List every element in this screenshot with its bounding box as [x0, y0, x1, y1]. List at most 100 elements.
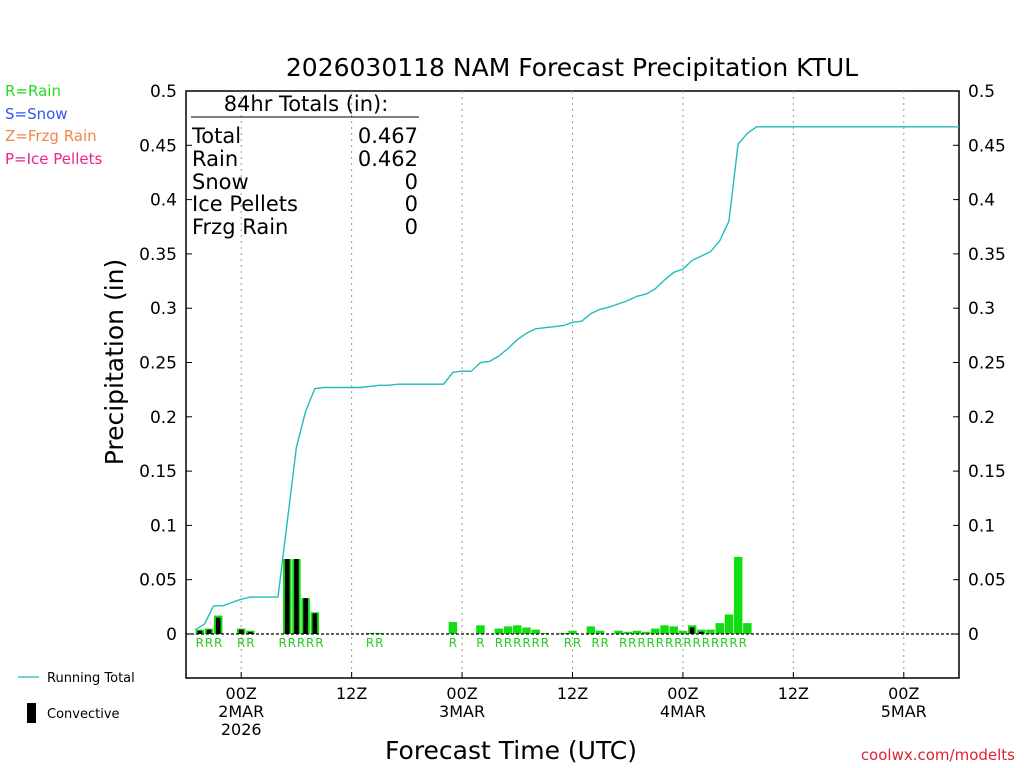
y-tick-label-right: 0.15 — [968, 462, 1006, 482]
legend-snow: S=Snow — [5, 105, 68, 123]
convective-bar — [284, 559, 290, 634]
y-tick-label-left: 0.35 — [139, 245, 177, 265]
y-tick-label-left: 0.3 — [150, 299, 177, 319]
precip-type-letter: R — [720, 636, 728, 650]
y-tick-label-left: 0.1 — [150, 516, 177, 536]
y-tick-label-left: 0.25 — [139, 354, 177, 374]
y-tick-label-left: 0.15 — [139, 462, 177, 482]
precip-type-letter: R — [196, 636, 204, 650]
precip-bar — [632, 630, 642, 634]
precip-type-letter: R — [237, 636, 245, 650]
y-tick-label-left: 0.5 — [150, 82, 177, 102]
x-tick-label: 00Z — [446, 684, 477, 703]
precip-type-letter: R — [739, 636, 747, 650]
totals-label-ice-pellets: Ice Pellets — [192, 192, 298, 216]
y-tick-label-right: 0.3 — [968, 299, 995, 319]
convective-legend-swatch — [27, 703, 36, 723]
precip-bar — [623, 631, 632, 634]
precip-type-letter: R — [665, 636, 673, 650]
x-tick-label: 00Z — [226, 684, 257, 703]
y-tick-label-right: 0.2 — [968, 408, 995, 428]
convective-bar — [303, 598, 308, 634]
x-axis-label: Forecast Time (UTC) — [385, 736, 637, 765]
precip-type-letter: R — [449, 636, 457, 650]
convective-bar — [206, 629, 212, 634]
y-axis-ticks: 0 00.05 0.050.1 0.10.15 0.150.2 0.20.25 0.250.… — [139, 82, 1006, 645]
convective-bar — [689, 627, 695, 634]
precip-type-letter: R — [315, 636, 323, 650]
vertical-gridlines — [240, 91, 905, 678]
totals-label-rain: Rain — [192, 147, 238, 171]
precip-bar — [660, 625, 669, 634]
running-total-legend-label: Running Total — [47, 671, 135, 686]
precip-type-letter: R — [504, 636, 512, 650]
precip-type-letter: R — [564, 636, 572, 650]
precip-bar — [715, 623, 724, 634]
totals-label-snow: Snow — [192, 170, 249, 194]
convective-bar — [294, 559, 299, 634]
x-tick-label: 2MAR — [218, 702, 264, 721]
x-tick-label: 00Z — [888, 684, 919, 703]
precip-type-letter: R — [702, 636, 710, 650]
x-tick-label: 4MAR — [660, 702, 706, 721]
precip-type-letter: R — [246, 636, 254, 650]
precip-bar — [568, 630, 577, 634]
precip-bar — [494, 628, 504, 634]
precip-type-letter: R — [601, 636, 609, 650]
precip-bar — [733, 556, 743, 634]
precip-bar — [531, 629, 540, 634]
convective-bar — [215, 617, 221, 634]
x-tick-label: 12Z — [557, 684, 588, 703]
precip-bar — [448, 622, 458, 634]
precip-type-letter: R — [288, 636, 296, 650]
y-tick-label-left: 0.4 — [150, 191, 177, 211]
precip-bar — [513, 625, 522, 634]
y-tick-label-right: 0.35 — [968, 245, 1006, 265]
precip-type-letter: R — [628, 636, 636, 650]
x-tick-label: 3MAR — [439, 702, 485, 721]
chart-title: 2026030118 NAM Forecast Precipitation KT… — [286, 53, 858, 82]
precip-bar — [522, 627, 531, 634]
convective-bar — [238, 629, 244, 634]
y-tick-label-right: 0.25 — [968, 354, 1006, 374]
y-tick-label-left: 0 — [166, 625, 177, 645]
convective-bar — [699, 631, 704, 634]
totals-box: 84hr Totals (in): Total 0.467 Rain 0.462… — [191, 92, 419, 239]
totals-value-total: 0.467 — [358, 124, 418, 148]
totals-value-rain: 0.462 — [358, 147, 418, 171]
precip-type-letter: R — [297, 636, 305, 650]
totals-value-freezing-rain: 0 — [405, 215, 418, 239]
y-axis-label: Precipitation (in) — [100, 259, 129, 466]
precip-type-letter: R — [522, 636, 530, 650]
precip-bar — [678, 630, 688, 634]
precip-type-letter: R — [476, 636, 484, 650]
precip-type-legend: R=Rain S=Snow Z=Frzg Rain P=Ice Pellets — [5, 82, 102, 168]
y-tick-label-left: 0.05 — [139, 571, 177, 591]
y-tick-label-right: 0 — [968, 625, 979, 645]
precip-type-letter: R — [205, 636, 213, 650]
precip-bar — [641, 631, 651, 634]
convective-bar — [312, 613, 318, 634]
precip-bar — [743, 623, 752, 634]
y-tick-label-left: 0.2 — [150, 408, 177, 428]
precip-type-letter: R — [375, 636, 383, 650]
running-total-layer — [194, 126, 959, 631]
precip-bar — [365, 632, 375, 634]
totals-value-ice-pellets: 0 — [405, 192, 418, 216]
precip-bar — [540, 632, 550, 634]
precip-type-letter: R — [591, 636, 599, 650]
x-tick-label: 2026 — [221, 720, 262, 739]
x-tick-label: 00Z — [667, 684, 698, 703]
source-credit: coolwx.com/modelts — [861, 746, 1015, 764]
precip-type-letter: R — [532, 636, 540, 650]
precip-type-letter: R — [647, 636, 655, 650]
precip-bar — [476, 625, 485, 634]
precip-type-letter: R — [573, 636, 581, 650]
precip-bar — [595, 630, 605, 634]
precip-bar — [706, 629, 715, 634]
precip-type-letter: R — [495, 636, 503, 650]
precip-bar — [503, 626, 513, 634]
